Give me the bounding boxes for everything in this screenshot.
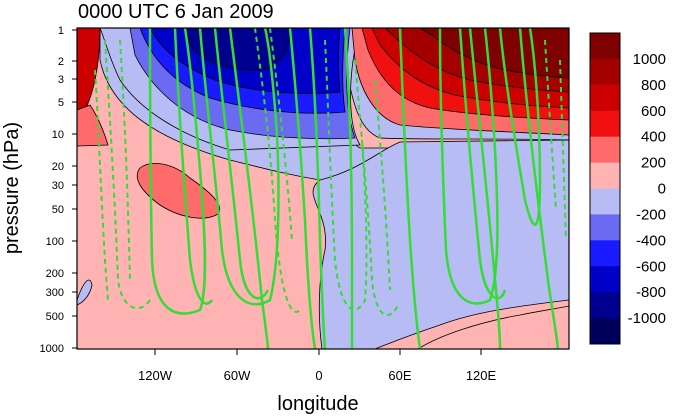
- y-tick-label: 2: [58, 56, 64, 68]
- field-neg-left-bottom: [77, 279, 93, 306]
- y-tick-label: 100: [46, 236, 64, 248]
- plot-frame: [76, 27, 570, 350]
- y-tick-label: 50: [52, 204, 64, 216]
- colorbar-label: -800: [636, 284, 666, 301]
- y-tick-label: 1000: [40, 343, 64, 355]
- colorbar-swatch: [590, 58, 620, 86]
- colorbar-label: -200: [636, 206, 666, 223]
- colorbar-label: 200: [641, 155, 666, 172]
- colorbar-swatch: [590, 318, 620, 345]
- colorbar-label: 0: [658, 181, 666, 198]
- y-tick-label: 300: [46, 287, 64, 299]
- colorbar-swatch: [590, 162, 620, 189]
- green-contours-solid: [148, 28, 560, 349]
- colorbar-label: -1000: [628, 310, 666, 327]
- y-tick-label: 5: [58, 97, 64, 109]
- y-tick-label: 3: [58, 74, 64, 86]
- colorbar-swatch: [590, 188, 620, 215]
- colorbar-swatch: [590, 84, 620, 112]
- field-neg-lower: [312, 139, 569, 349]
- colorbar-label: 600: [641, 103, 666, 120]
- field-left-pink: [77, 104, 109, 147]
- colorbar-frame: [589, 32, 621, 345]
- x-axis: 120W 60W 0 60E 120E: [138, 349, 497, 383]
- x-tick-label: 0: [315, 368, 322, 383]
- colorbar-swatch: [590, 214, 620, 241]
- x-tick-label: 120E: [466, 368, 497, 383]
- y-axis-title: pressure (hPa): [1, 122, 23, 254]
- y-tick-label: 1: [58, 25, 64, 37]
- field-pos-lower-right: [417, 305, 569, 349]
- colorbar-label: -400: [636, 232, 666, 249]
- x-axis-title: longitude: [277, 393, 358, 415]
- green-contours-dashed: [94, 28, 567, 316]
- y-tick-label: 30: [52, 180, 64, 192]
- y-tick-label: 500: [46, 311, 64, 323]
- y-axis: 1 2 3 5 10 20 30 50 100 200 300 500 1000: [40, 25, 77, 355]
- x-tick-label: 60E: [388, 368, 411, 383]
- colorbar: 1000 800 600 400 200 0 -200 -400 -600 -800 -1000: [589, 32, 666, 345]
- colorbar-swatch: [590, 136, 620, 164]
- colorbar-swatch: [590, 240, 620, 267]
- colorbar-label: 800: [641, 77, 666, 94]
- colorbar-swatch: [590, 33, 620, 60]
- y-tick-label: 20: [52, 161, 64, 173]
- plot-area: [77, 28, 569, 349]
- colorbar-label: 1000: [633, 51, 666, 68]
- colorbar-swatch: [590, 110, 620, 138]
- colorbar-swatch: [590, 292, 620, 319]
- x-tick-label: 120W: [138, 368, 173, 383]
- chart-title: 0000 UTC 6 Jan 2009: [78, 1, 274, 23]
- y-tick-label: 200: [46, 268, 64, 280]
- x-tick-label: 60W: [224, 368, 251, 383]
- colorbar-swatch: [590, 266, 620, 293]
- colorbar-label: -600: [636, 258, 666, 275]
- colorbar-label: 400: [641, 129, 666, 146]
- y-tick-label: 10: [52, 129, 64, 141]
